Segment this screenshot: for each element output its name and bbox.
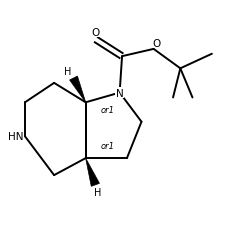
Text: or1: or1 <box>100 142 114 151</box>
Text: H: H <box>94 187 101 197</box>
Text: O: O <box>151 39 159 49</box>
Text: or1: or1 <box>100 106 114 115</box>
Text: H: H <box>64 66 71 77</box>
Polygon shape <box>69 77 85 103</box>
Text: N: N <box>115 88 123 98</box>
Text: O: O <box>91 28 99 38</box>
Polygon shape <box>85 158 99 187</box>
Text: HN: HN <box>7 132 23 142</box>
